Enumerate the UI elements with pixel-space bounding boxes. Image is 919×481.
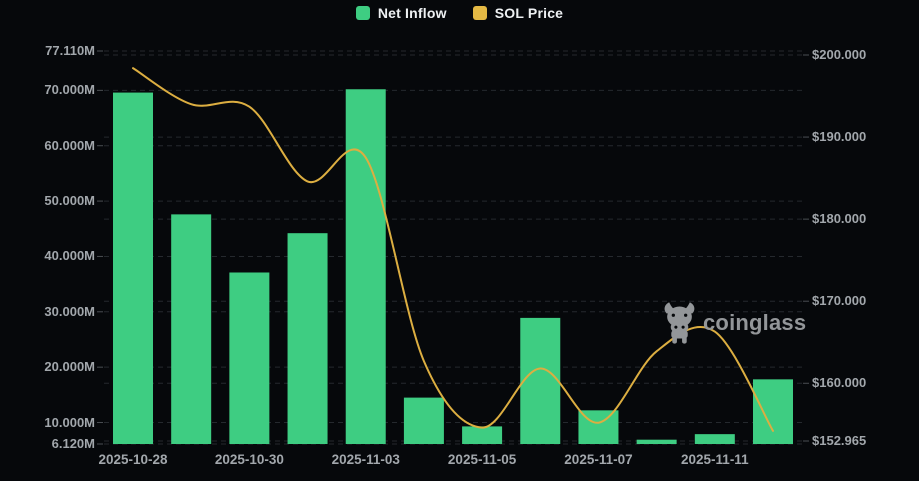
y-axis-label-left: 77.110M — [45, 43, 95, 58]
sol-price-swatch-icon — [472, 6, 487, 20]
net-inflow-bar — [113, 92, 153, 445]
net-inflow-bar — [462, 426, 503, 444]
y-axis-label-right: $170.000 — [812, 293, 867, 309]
net-inflow-swatch-icon — [355, 6, 370, 20]
sol-price-line — [132, 67, 774, 432]
net-inflow-bar — [694, 434, 735, 444]
legend-label-sol-price: SOL Price — [494, 5, 564, 21]
net-inflow-bar — [171, 214, 212, 444]
x-axis-label: 2025-11-05 — [447, 452, 517, 467]
net-inflow-bar — [287, 233, 328, 444]
net-inflow-bar — [520, 317, 561, 444]
net-inflow-bar — [753, 379, 793, 444]
y-axis-label-left: 30.000M — [44, 303, 95, 319]
y-axis-label-right: $180.000 — [812, 211, 867, 227]
y-axis-label-left: 60.000M — [44, 137, 95, 153]
net-inflow-bar — [636, 439, 677, 444]
x-axis-label: 2025-11-07 — [564, 452, 633, 467]
x-axis-label: 2025-11-11 — [681, 452, 749, 467]
y-axis-label-right: $190.000 — [812, 129, 867, 145]
net-inflow-bar — [229, 272, 270, 444]
y-axis-label-left: 20.000M — [44, 359, 95, 375]
legend-item-net-inflow[interactable]: Net Inflow — [355, 5, 447, 21]
x-axis-label: 2025-10-28 — [98, 452, 168, 467]
legend-item-sol-price[interactable]: SOL Price — [472, 5, 564, 21]
x-axis-label: 2025-11-03 — [331, 452, 400, 467]
net-inflow-bar — [403, 397, 444, 444]
y-axis-label-left: 50.000M — [44, 193, 95, 209]
net-inflow-bar — [345, 89, 386, 445]
y-axis-label-left: 70.000M — [44, 82, 95, 98]
y-axis-label-left: 6.120M — [51, 436, 95, 451]
y-axis-label-right: $152.965 — [812, 433, 867, 448]
y-axis-label-left: 10.000M — [44, 414, 95, 430]
y-axis-label-right: $160.000 — [812, 375, 867, 391]
legend-label-net-inflow: Net Inflow — [377, 5, 447, 21]
y-axis-label-left: 40.000M — [44, 248, 95, 264]
legend: Net Inflow SOL Price — [0, 5, 919, 21]
x-axis-label: 2025-10-30 — [214, 452, 284, 467]
y-axis-label-right: $200.000 — [812, 47, 867, 62]
